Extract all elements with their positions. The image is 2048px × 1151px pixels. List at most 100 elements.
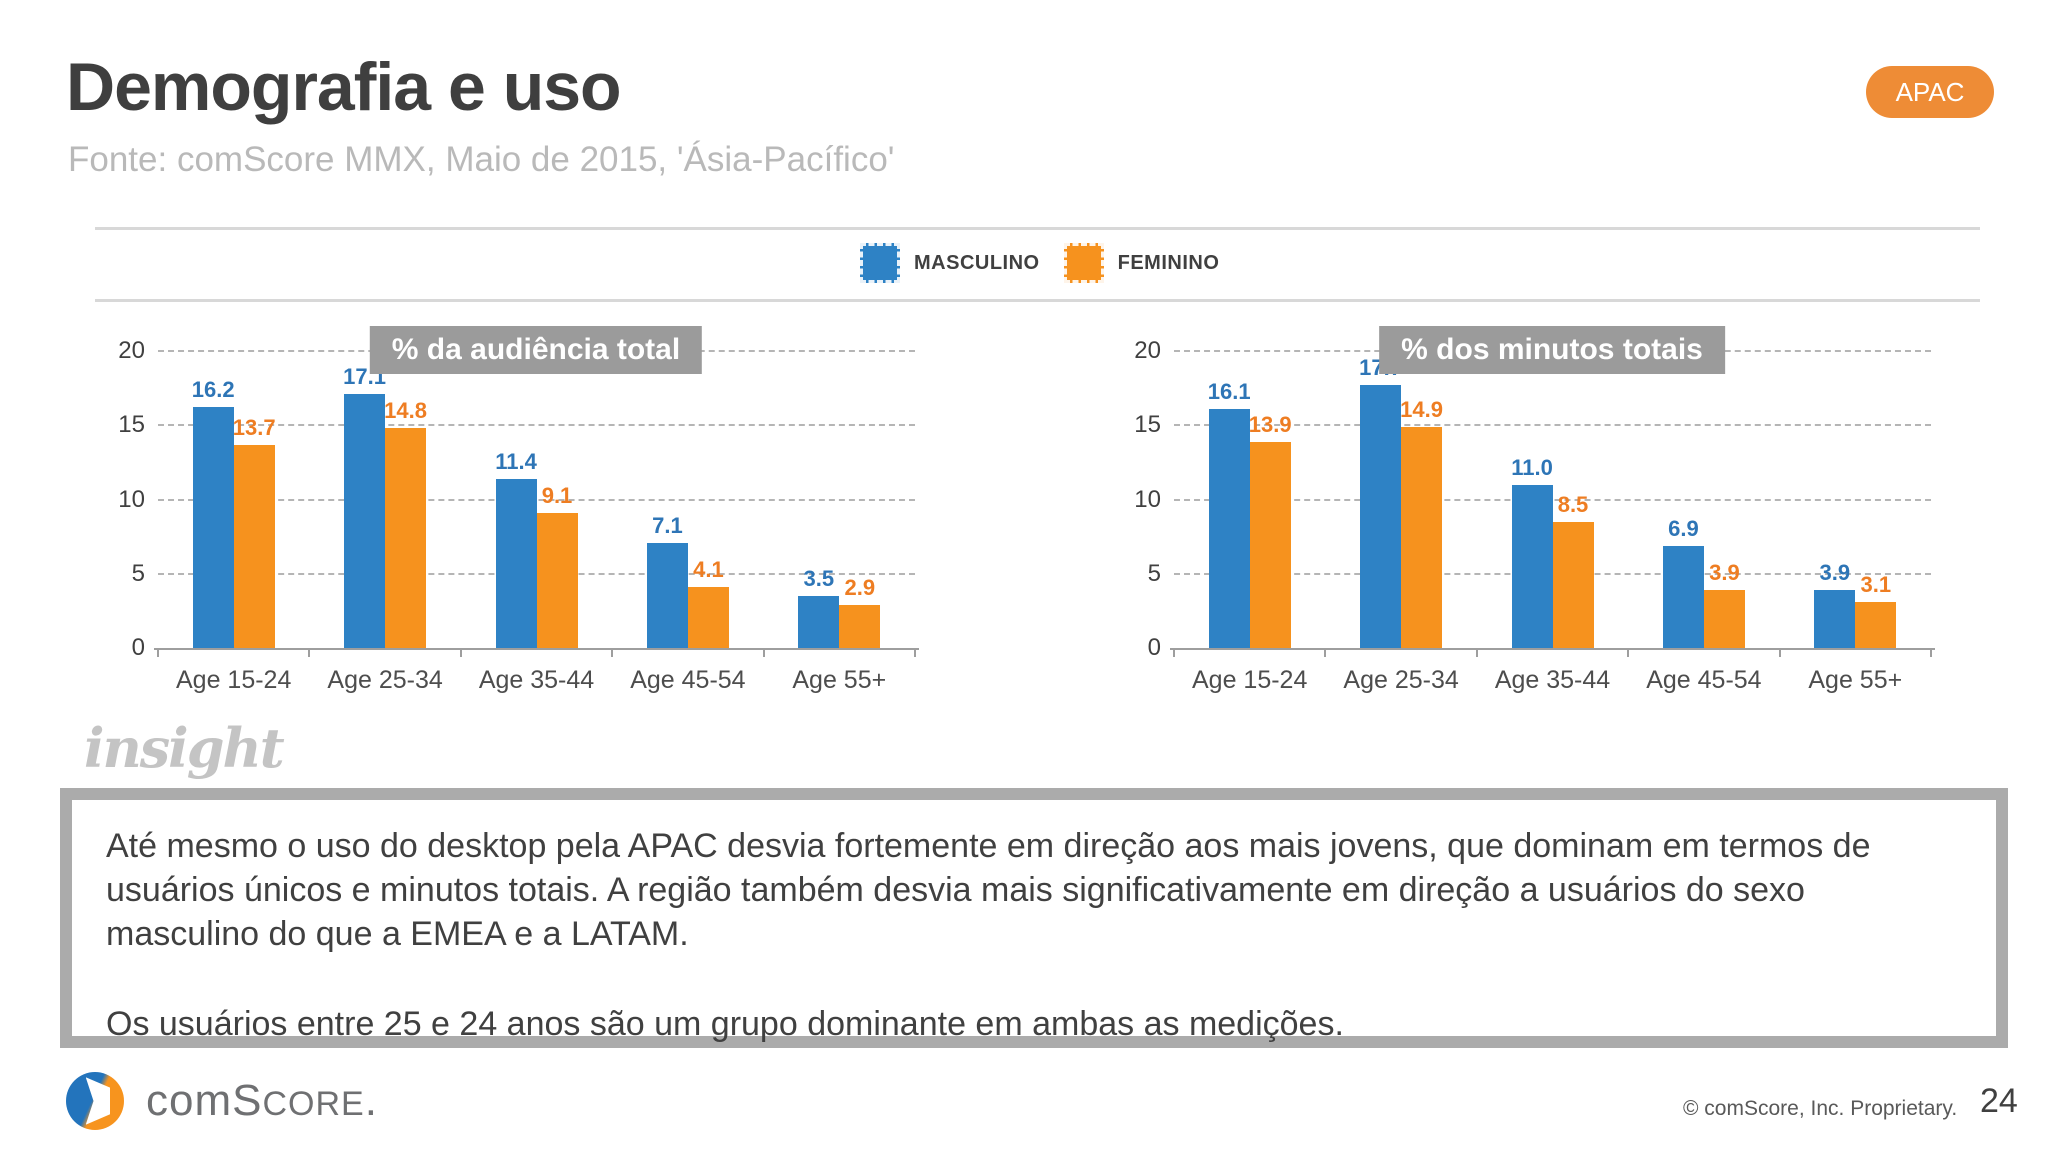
legend-item-feminino: FEMININO [1063, 243, 1220, 283]
divider-line-bottom [95, 299, 1980, 302]
value-label-masculino-age-15-24: 16.2 [191, 377, 235, 403]
x-axis-tick [762, 648, 765, 657]
y-tick-label: 0 [1147, 634, 1161, 661]
x-axis-tick [611, 648, 614, 657]
insight-paragraph-1: Até mesmo o uso do desktop pela APAC des… [106, 827, 1871, 953]
value-label-feminino-age-15-24: 13.9 [1248, 411, 1292, 437]
bar-feminino-age-45-54 [687, 587, 729, 648]
value-label-masculino-age-35-44: 11.0 [1511, 454, 1553, 480]
value-label-feminino-age-15-24: 13.7 [232, 414, 276, 440]
bar-masculino-age-55 [1814, 590, 1856, 648]
bar-masculino-age-55 [798, 596, 840, 648]
wordmark-caps: CORE [262, 1085, 365, 1123]
divider-line-top [95, 227, 1980, 230]
gridline [1174, 424, 1931, 427]
comscore-wordmark: comS CORE . [146, 1076, 378, 1126]
x-axis-tick [308, 648, 311, 657]
value-label-feminino-age-35-44: 8.5 [1557, 491, 1589, 517]
x-axis-tick [1173, 648, 1175, 657]
x-axis-tick [157, 648, 159, 657]
bar-feminino-age-15-24 [233, 444, 275, 648]
x-axis-tick [1778, 648, 1781, 657]
category-label-age-15-24: Age 15-24 [1192, 666, 1308, 694]
value-label-masculino-age-15-24: 16.1 [1207, 378, 1251, 404]
y-tick-label: 15 [118, 411, 145, 439]
bar-feminino-age-25-34 [1401, 426, 1443, 648]
y-tick-label: 20 [118, 337, 145, 364]
bar-feminino-age-45-54 [1703, 590, 1745, 648]
insight-paragraph-2: Os usuários entre 25 e 24 anos são um gr… [106, 1005, 1344, 1043]
value-label-masculino-age-45-54: 6.9 [1668, 515, 1699, 541]
copyright-text: © comScore, Inc. Proprietary. [1683, 1097, 1958, 1120]
y-tick-label: 0 [131, 634, 145, 661]
category-label-age-35-44: Age 35-44 [478, 666, 595, 694]
chart-audience-total: % da audiência total 0 5 10 15 20 16.2 13.7 Age… [95, 326, 940, 705]
category-label-age-35-44: Age 35-44 [1494, 666, 1611, 694]
bar-feminino-age-25-34 [385, 428, 427, 648]
bar-masculino-age-25-34 [1360, 385, 1402, 648]
value-label-masculino-age-45-54: 7.1 [652, 512, 683, 538]
gridline [158, 498, 915, 501]
bar-masculino-age-15-24 [192, 407, 234, 648]
chart-legend: MASCULINO FEMININO [860, 243, 1219, 283]
value-label-masculino-age-55: 3.9 [1819, 560, 1851, 586]
bar-masculino-age-35-44 [495, 478, 537, 648]
x-axis-line [154, 648, 919, 650]
x-axis-tick [1627, 648, 1630, 657]
page-number: 24 [1980, 1082, 2018, 1120]
chart-title-badge: % dos minutos totais [1379, 326, 1725, 374]
y-tick-label: 5 [1147, 559, 1161, 587]
value-label-feminino-age-55: 2.9 [844, 574, 876, 600]
x-axis-tick [914, 648, 916, 657]
bar-masculino-age-45-54 [1662, 545, 1704, 648]
legend-item-masculino: MASCULINO [860, 243, 1040, 283]
bar-masculino-age-35-44 [1511, 484, 1553, 648]
chart-minutes-total: % dos minutos totais 0 5 10 15 20 16.1 13.9 Age… [1111, 326, 1956, 705]
y-tick-label: 10 [118, 485, 145, 513]
category-label-age-55: Age 55+ [792, 666, 887, 694]
source-subtitle: Fonte: comScore MMX, Maio de 2015, 'Ásia… [68, 140, 895, 179]
value-label-feminino-age-35-44: 9.1 [541, 482, 573, 508]
legend-label: MASCULINO [914, 251, 1040, 274]
value-label-masculino-age-55: 3.5 [803, 566, 835, 592]
page-title: Demografia e uso [66, 49, 622, 125]
bar-feminino-age-55 [839, 604, 881, 648]
bar-masculino-age-15-24 [1208, 408, 1250, 648]
x-axis-line [1170, 648, 1935, 650]
category-label-age-15-24: Age 15-24 [176, 666, 292, 694]
x-axis-tick [459, 648, 462, 657]
y-tick-label: 20 [1134, 337, 1161, 364]
y-tick-label: 15 [1134, 411, 1161, 439]
value-label-masculino-age-35-44: 11.4 [495, 448, 537, 474]
legend-swatch-masculino [860, 243, 900, 283]
insight-logo: insight [84, 716, 285, 780]
bar-masculino-age-45-54 [646, 542, 688, 648]
value-label-feminino-age-25-34: 14.9 [1400, 396, 1444, 422]
bar-feminino-age-35-44 [536, 512, 578, 648]
comscore-logo: comS CORE . [66, 1072, 378, 1130]
value-label-feminino-age-25-34: 14.8 [384, 398, 428, 424]
comscore-logo-icon [66, 1072, 124, 1130]
bar-feminino-age-15-24 [1249, 441, 1291, 648]
x-axis-tick [1930, 648, 1932, 657]
value-label-feminino-age-45-54: 3.9 [1709, 560, 1740, 586]
bar-feminino-age-35-44 [1552, 521, 1594, 648]
wordmark-dot: . [364, 1076, 378, 1125]
wordmark-lead: comS [146, 1076, 263, 1125]
category-label-age-45-54: Age 45-54 [1646, 666, 1762, 694]
category-label-age-25-34: Age 25-34 [327, 666, 443, 694]
value-label-feminino-age-45-54: 4.1 [693, 557, 724, 583]
category-label-age-45-54: Age 45-54 [630, 666, 746, 694]
legend-label: FEMININO [1117, 251, 1220, 274]
insight-text-box: Até mesmo o uso do desktop pela APAC des… [60, 788, 2008, 1048]
legend-swatch-feminino [1063, 243, 1104, 283]
gridline [158, 424, 915, 427]
bar-feminino-age-55 [1855, 601, 1897, 648]
category-label-age-25-34: Age 25-34 [1343, 666, 1459, 694]
chart-title-badge: % da audiência total [369, 326, 703, 374]
category-label-age-55: Age 55+ [1808, 666, 1903, 694]
gridline [1174, 498, 1931, 501]
region-badge: APAC [1866, 66, 1994, 118]
bar-masculino-age-25-34 [344, 394, 386, 648]
